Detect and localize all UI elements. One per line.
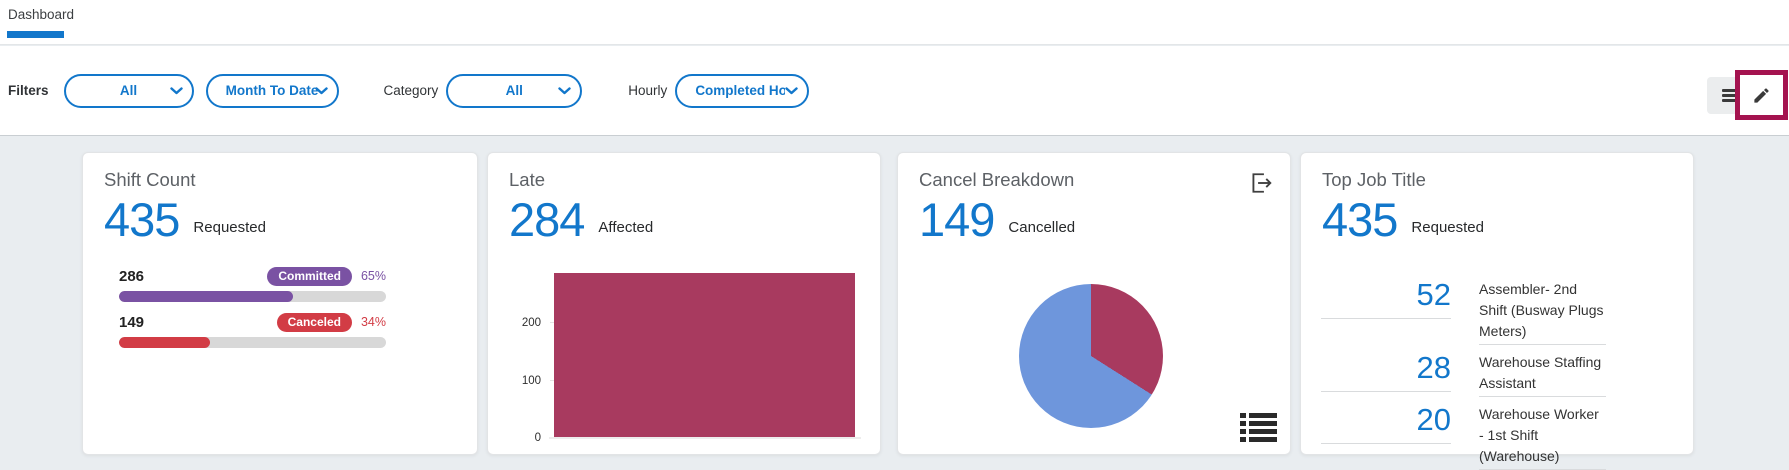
filter-bar: Filters All Month To Date Category All H…	[0, 46, 1789, 136]
legend-list-button[interactable]	[1240, 413, 1277, 442]
tick-mark	[550, 322, 554, 323]
job-row: 52 Assembler- 2nd Shift (Busway Plugs Me…	[1321, 279, 1693, 345]
y-axis-tick: 0	[534, 432, 541, 444]
committed-percent: 65%	[360, 269, 386, 284]
late-card: Late 284 Affected 200 100 0	[487, 152, 881, 455]
active-tab-indicator	[7, 31, 64, 38]
job-row: 28 Warehouse Staffing Assistant	[1321, 352, 1693, 397]
shift-count-card: Shift Count 435 Requested 286 Committed …	[82, 152, 478, 455]
export-icon	[1247, 169, 1275, 197]
cancel-pie-chart	[1019, 284, 1163, 428]
filters-label: Filters	[8, 83, 49, 98]
job-title-label: Warehouse Worker - 1st Shift (Warehouse)	[1479, 404, 1606, 470]
category-value: All	[505, 83, 523, 98]
y-axis-tick: 200	[521, 317, 541, 329]
canceled-badge: Canceled	[276, 312, 352, 332]
edit-button-highlight-box[interactable]	[1735, 70, 1788, 120]
progress-row-canceled: 149 Canceled 34%	[119, 312, 386, 348]
late-value-label: Affected	[598, 218, 654, 236]
job-count: 28	[1321, 352, 1451, 392]
shift-filter-dropdown[interactable]: All	[63, 73, 194, 108]
canceled-count: 149	[119, 313, 145, 331]
job-count: 52	[1321, 279, 1451, 319]
job-title-label: Warehouse Staffing Assistant	[1479, 352, 1606, 397]
late-bar	[554, 273, 855, 438]
hourly-label: Hourly	[628, 83, 668, 98]
card-title: Shift Count	[104, 169, 196, 190]
committed-badge: Committed	[267, 266, 352, 286]
tab-strip: Dashboard	[0, 0, 1789, 45]
pencil-icon	[1752, 86, 1771, 105]
cancelled-value: 149	[919, 193, 995, 246]
canceled-percent: 34%	[360, 315, 386, 330]
committed-progress-track	[119, 290, 386, 302]
date-range-value: Month To Date	[225, 83, 319, 98]
job-count: 20	[1321, 404, 1451, 444]
card-title: Late	[509, 169, 546, 190]
category-label: Category	[383, 83, 439, 98]
requested-value: 435	[1322, 193, 1398, 246]
tick-mark	[550, 380, 554, 381]
hourly-value: Completed Hou	[695, 83, 786, 98]
cancel-breakdown-card: Cancel Breakdown 149 Cancelled	[897, 152, 1291, 455]
card-title: Top Job Title	[1322, 169, 1426, 190]
tab-dashboard[interactable]: Dashboard	[8, 7, 75, 22]
y-axis-tick: 100	[521, 375, 541, 387]
late-bar-chart: 200 100 0	[522, 265, 861, 444]
export-button[interactable]	[1243, 165, 1279, 201]
chevron-down-icon	[314, 86, 328, 95]
canceled-progress-fill	[119, 336, 210, 348]
category-dropdown[interactable]: All	[446, 73, 583, 108]
shift-progress-list: 286 Committed 65% 149 Canceled 34%	[119, 266, 386, 348]
shift-count-value: 435	[104, 193, 180, 246]
list-icon	[1240, 413, 1277, 442]
job-title-label: Assembler- 2nd Shift (Busway Plugs Meter…	[1479, 279, 1606, 345]
chevron-down-icon	[785, 86, 799, 95]
chevron-down-icon	[558, 86, 571, 95]
committed-count: 286	[119, 267, 145, 285]
committed-progress-fill	[119, 290, 293, 302]
cancelled-value-label: Cancelled	[1008, 218, 1076, 236]
requested-value-label: Requested	[1411, 218, 1484, 236]
x-axis-baseline	[549, 437, 861, 439]
date-range-dropdown[interactable]: Month To Date	[205, 73, 339, 108]
toolbar-actions	[1696, 70, 1788, 120]
shift-filter-value: All	[119, 83, 138, 98]
hamburger-icon	[1721, 89, 1737, 102]
job-row: 20 Warehouse Worker - 1st Shift (Warehou…	[1321, 404, 1693, 470]
job-list: 52 Assembler- 2nd Shift (Busway Plugs Me…	[1321, 279, 1693, 470]
chevron-down-icon	[169, 86, 183, 95]
progress-row-committed: 286 Committed 65%	[119, 266, 386, 302]
shift-count-value-label: Requested	[193, 218, 266, 236]
late-value: 284	[509, 193, 585, 246]
card-title: Cancel Breakdown	[919, 169, 1075, 190]
hourly-dropdown[interactable]: Completed Hou	[675, 73, 810, 108]
top-job-title-card: Top Job Title 435 Requested 52 Assembler…	[1300, 152, 1694, 470]
canceled-progress-track	[119, 336, 386, 348]
